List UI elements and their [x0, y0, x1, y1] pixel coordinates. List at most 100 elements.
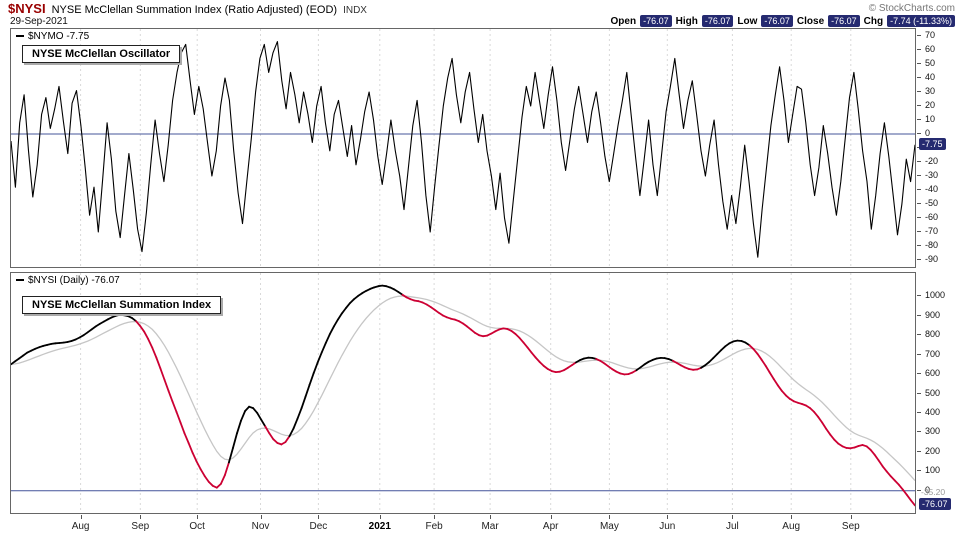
y-tick-mark: [917, 259, 921, 260]
y-tick-label: 800: [925, 329, 941, 340]
y-tick-label: 30: [925, 86, 936, 96]
chart-header: $NYSI NYSE McClellan Summation Index (Ra…: [8, 1, 367, 16]
y-tick-mark: [917, 175, 921, 176]
x-tick-mark: [850, 515, 852, 519]
oscillator-legend: $NYMO -7.75: [16, 31, 89, 42]
low-label: Low: [737, 15, 758, 27]
summation-label-box: NYSE McClellan Summation Index: [22, 296, 222, 314]
y-tick-mark: [917, 450, 921, 452]
quote-summary: Open -76.07 High -76.07 Low -76.07 Close…: [611, 15, 955, 27]
y-tick-mark: [917, 105, 921, 106]
x-axis-label: May: [599, 521, 619, 532]
chart-date: 29-Sep-2021: [10, 16, 68, 27]
y-tick-mark: [917, 295, 921, 297]
x-tick-mark: [667, 515, 669, 519]
open-label: Open: [610, 15, 637, 27]
x-axis-label: Aug: [782, 521, 801, 532]
y-tick-mark: [917, 431, 921, 433]
y-tick-mark: [917, 161, 921, 162]
x-tick-mark: [550, 515, 552, 519]
x-tick-mark: [379, 515, 381, 519]
y-tick-mark: [917, 314, 921, 316]
y-tick-label: 500: [925, 387, 941, 398]
x-tick-mark: [490, 515, 492, 519]
y-tick-label: 600: [925, 368, 941, 379]
y-tick-mark: [917, 133, 921, 134]
oscillator-last-value-chip: -7.75: [919, 137, 946, 150]
chg-value: -7.74 (-11.33%): [887, 15, 955, 27]
y-tick-mark: [917, 489, 921, 491]
summation-last-value-chip: -76.07: [919, 498, 951, 511]
close-value: -76.07: [828, 15, 860, 27]
high-label: High: [675, 15, 698, 27]
low-value: -76.07: [761, 15, 793, 27]
y-tick-mark: [917, 203, 921, 204]
x-tick-mark: [791, 515, 793, 519]
x-axis: Aug Sep Oct Nov Dec 2021 Feb Mar Apr May Jun Jul Aug…: [11, 515, 915, 537]
y-tick-label: -40: [925, 184, 939, 194]
x-tick-mark: [197, 515, 199, 519]
x-axis-label: Oct: [189, 521, 205, 532]
stockcharts-copyright-link[interactable]: © StockCharts.com: [868, 3, 955, 14]
y-tick-label: 1000: [925, 290, 946, 301]
y-tick-mark: [917, 91, 921, 92]
x-axis-label: 2021: [368, 521, 391, 532]
oscillator-label-box: NYSE McClellan Oscillator: [22, 45, 181, 63]
chg-label: Chg: [863, 15, 884, 27]
y-tick-mark: [917, 231, 921, 232]
y-tick-label: 400: [925, 406, 941, 417]
x-tick-mark: [434, 515, 436, 519]
y-tick-mark: [917, 245, 921, 246]
summation-legend: $NYSI (Daily) -76.07: [16, 275, 120, 286]
y-tick-mark: [917, 77, 921, 78]
y-tick-mark: [917, 35, 921, 36]
y-tick-label: 40: [925, 72, 936, 82]
high-value: -76.07: [701, 15, 734, 27]
x-tick-mark: [140, 515, 142, 519]
x-axis-label: Apr: [542, 521, 559, 532]
summation-ema-value-label: -35.20: [921, 487, 946, 498]
y-tick-mark: [917, 373, 921, 375]
x-axis-label: Nov: [251, 521, 270, 532]
chart-title: NYSE McClellan Summation Index (Ratio Ad…: [51, 4, 338, 16]
x-axis-label: Mar: [481, 521, 499, 532]
x-axis-label: Jun: [659, 521, 676, 532]
y-tick-label: 0: [925, 128, 931, 138]
x-tick-mark: [609, 515, 611, 519]
summation-y-axis: -35.20 -76.07 1000 900 800 700 600 500 400 300 2…: [917, 272, 960, 514]
y-tick-label: 0: [925, 484, 931, 495]
y-tick-mark: [917, 49, 921, 50]
y-tick-mark: [917, 411, 921, 413]
oscillator-plot: [11, 29, 915, 267]
y-tick-mark: [917, 189, 921, 190]
y-tick-label: 70: [925, 30, 936, 40]
y-tick-label: -30: [925, 170, 939, 180]
y-tick-label: -70: [925, 226, 939, 236]
y-tick-label: 10: [925, 114, 936, 124]
close-label: Close: [796, 15, 825, 27]
y-tick-mark: [917, 217, 921, 218]
x-axis-label: Dec: [309, 521, 328, 532]
y-tick-label: 700: [925, 348, 941, 359]
x-axis-label: Jul: [725, 521, 739, 532]
y-tick-label: -20: [925, 156, 939, 166]
x-tick-mark: [318, 515, 320, 519]
y-tick-label: -80: [925, 240, 939, 250]
y-tick-label: 900: [925, 309, 941, 320]
x-axis-label: Feb: [425, 521, 443, 532]
x-axis-label: Aug: [71, 521, 90, 532]
y-tick-mark: [917, 470, 921, 472]
y-tick-label: 20: [925, 100, 936, 110]
y-tick-label: -90: [925, 254, 939, 264]
x-tick-mark: [80, 515, 82, 519]
oscillator-y-axis: -7.75 706050403020100-10-20-30-40-50-60-…: [917, 28, 960, 268]
oscillator-line-marker-icon: [16, 35, 24, 38]
y-tick-mark: [917, 334, 921, 336]
y-tick-mark: [917, 63, 921, 64]
y-tick-label: 100: [925, 465, 941, 476]
y-tick-label: -50: [925, 198, 939, 208]
open-value: -76.07: [640, 15, 672, 27]
x-tick-mark: [732, 515, 734, 519]
symbol-label: $NYSI: [8, 1, 46, 16]
y-tick-mark: [917, 119, 921, 120]
